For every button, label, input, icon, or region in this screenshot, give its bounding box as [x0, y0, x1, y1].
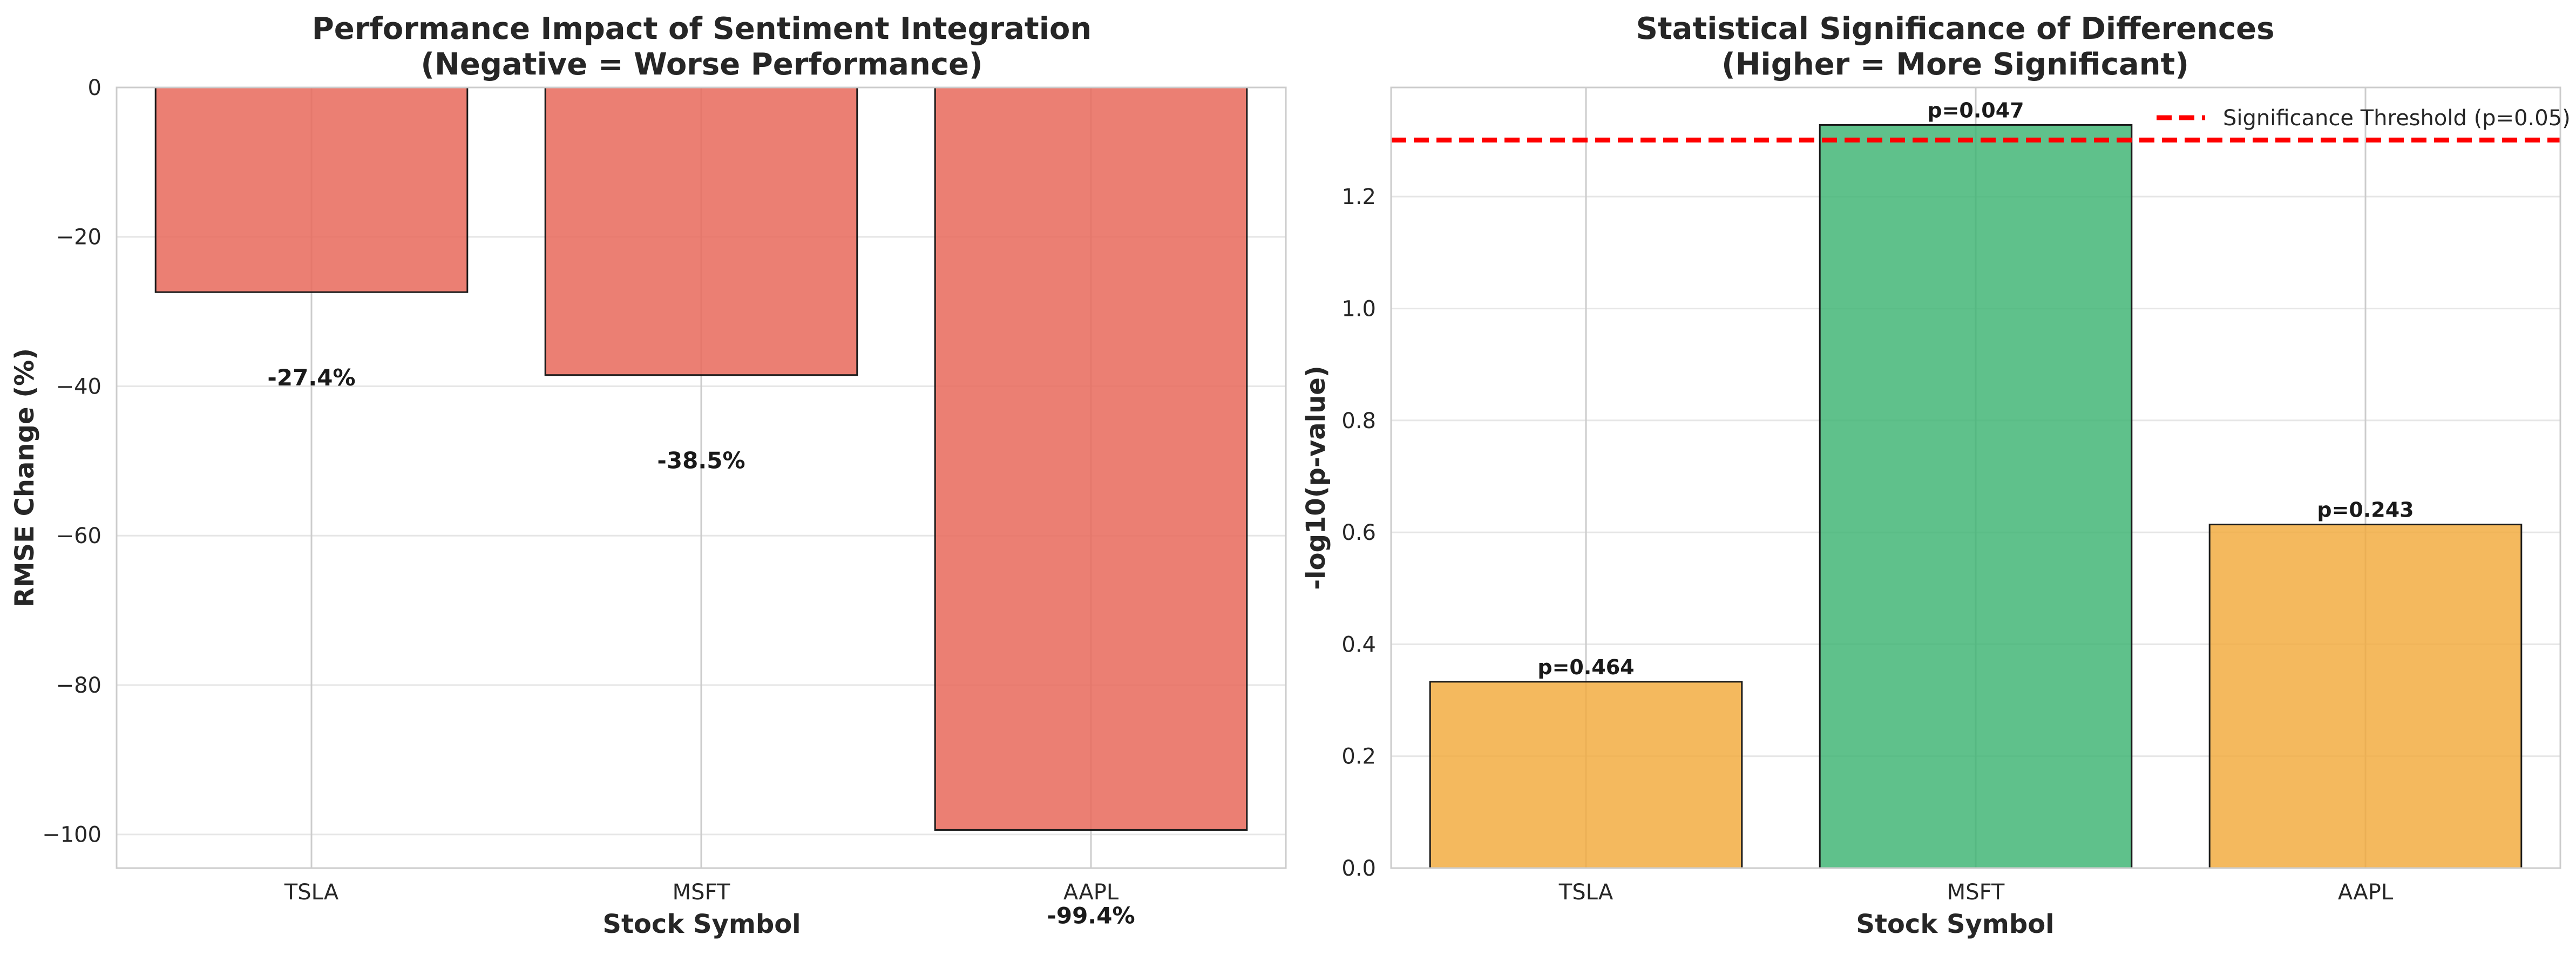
- rmse-change-chart: Performance Impact of Sentiment Integrat…: [10, 11, 1287, 939]
- y-tick-label: 1.0: [1341, 296, 1376, 321]
- p-value-label-msft: p=0.047: [1927, 98, 2024, 122]
- legend-label: Significance Threshold (p=0.05): [2223, 106, 2571, 131]
- y-tick-label: −40: [56, 374, 101, 399]
- y-tick-label: −100: [42, 823, 101, 848]
- data-label-aapl: -99.4%: [1047, 902, 1135, 929]
- bar-aapl: [934, 86, 1248, 831]
- chart-subtitle: (Higher = More Significant): [1721, 47, 2189, 82]
- x-tick-labels: TSLA MSFT AAPL: [1558, 880, 2394, 905]
- y-tick-label: −80: [56, 673, 101, 698]
- x-axis-label: Stock Symbol: [602, 909, 801, 939]
- bars: [1429, 124, 2523, 869]
- y-tick-label: −20: [56, 225, 101, 250]
- p-value-label-tsla: p=0.464: [1537, 655, 1634, 679]
- y-axis-label: RMSE Change (%): [10, 348, 40, 607]
- bars: [154, 86, 1248, 831]
- bar-msft: [1819, 124, 2133, 869]
- chart-subtitle: (Negative = Worse Performance): [421, 47, 982, 82]
- bar-tsla: [1429, 681, 1743, 869]
- data-label-msft: -38.5%: [657, 448, 745, 474]
- bar-tsla: [154, 86, 469, 293]
- y-tick-labels: 0 −20 −40 −60 −80 −100: [42, 76, 101, 848]
- data-labels: -27.4% -38.5% -99.4%: [267, 364, 1135, 929]
- plot-frame: [116, 86, 1287, 869]
- plot-frame: [1390, 86, 2561, 869]
- y-tick-label: 0.2: [1341, 744, 1376, 769]
- x-tick-label: AAPL: [2338, 880, 2394, 905]
- x-tick-labels: TSLA MSFT AAPL: [284, 880, 1119, 905]
- significance-chart: Statistical Significance of Differences …: [1301, 11, 2571, 939]
- data-labels: p=0.464 p=0.047 p=0.243: [1537, 98, 2414, 679]
- y-axis-label: -log10(p-value): [1301, 365, 1331, 590]
- y-tick-labels: 0.0 0.2 0.4 0.6 0.8 1.0 1.2: [1341, 185, 1376, 881]
- x-axis-label: Stock Symbol: [1856, 909, 2054, 939]
- bar-msft: [544, 86, 858, 376]
- data-label-tsla: -27.4%: [267, 364, 355, 391]
- x-tick-label: AAPL: [1063, 880, 1119, 905]
- y-tick-label: 0.0: [1341, 856, 1376, 881]
- x-tick-label: TSLA: [1558, 880, 1614, 905]
- chart-title: Statistical Significance of Differences: [1636, 11, 2275, 46]
- y-tick-label: 0.4: [1341, 632, 1376, 657]
- y-tick-label: 0.8: [1341, 409, 1376, 434]
- x-tick-label: MSFT: [673, 880, 730, 905]
- x-tick-label: TSLA: [284, 880, 339, 905]
- p-value-label-aapl: p=0.243: [2317, 498, 2414, 522]
- legend: Significance Threshold (p=0.05): [2157, 106, 2571, 131]
- y-tick-label: 0.6: [1341, 520, 1376, 545]
- y-tick-label: −60: [56, 524, 101, 548]
- chart-title: Performance Impact of Sentiment Integrat…: [312, 11, 1092, 46]
- x-tick-label: MSFT: [1947, 880, 2005, 905]
- bar-aapl: [2208, 524, 2523, 869]
- y-tick-label: 1.2: [1341, 185, 1376, 209]
- y-tick-label: 0: [88, 76, 101, 100]
